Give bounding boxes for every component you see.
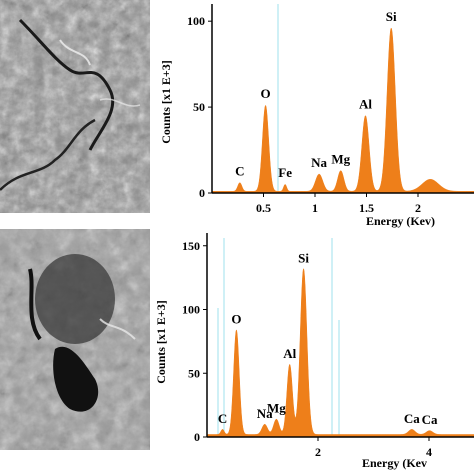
- sem-micrograph-bottom: [0, 229, 150, 450]
- peak-label: Si: [298, 250, 309, 265]
- x-axis-title: Energy (Kev: [362, 456, 427, 470]
- x-tick-label: 1.5: [359, 201, 374, 215]
- x-tick-label: 2: [315, 445, 321, 459]
- y-tick-label: 100: [182, 303, 200, 317]
- peak-label: Ca: [422, 412, 438, 427]
- y-tick-label: 50: [193, 100, 205, 114]
- x-tick-label: 4: [426, 445, 432, 459]
- eds-spectrum-top: 0.5 1 1.5 2 0 50 100 C O Fe Na Mg Al Si Energy (Kev)…: [159, 4, 474, 228]
- peak-label: Si: [386, 9, 397, 24]
- peak-label: Mg: [331, 151, 350, 166]
- peak-label: Al: [359, 96, 372, 111]
- spectrum-area: [206, 268, 474, 438]
- y-tick-label: 150: [182, 239, 200, 253]
- peak-label: Mg: [267, 401, 286, 416]
- peak-label: Na: [257, 406, 273, 421]
- peak-label: C: [235, 163, 244, 178]
- y-tick-label: 0: [194, 430, 200, 444]
- peak-label: Fe: [278, 165, 292, 180]
- peak-label: Na: [311, 155, 327, 170]
- peak-label: C: [218, 411, 227, 426]
- x-tick-label: 2: [415, 201, 421, 215]
- x-tick-label: 0.5: [256, 201, 271, 215]
- y-tick-label: 50: [188, 366, 200, 380]
- peak-label: O: [231, 311, 241, 326]
- sem-micrograph-top: [0, 0, 150, 213]
- y-axis-title: Counts [x1 E+3]: [154, 300, 168, 384]
- y-tick-label: 0: [199, 186, 205, 200]
- peak-label: O: [260, 86, 270, 101]
- x-tick-label: 1: [312, 201, 318, 215]
- x-axis-title: Energy (Kev): [366, 214, 435, 228]
- spectrum-area: [211, 27, 474, 194]
- peak-label: Al: [283, 346, 296, 361]
- y-axis-title: Counts [x1 E+3]: [159, 60, 173, 144]
- peak-label: Ca: [404, 411, 420, 426]
- y-tick-label: 100: [187, 14, 205, 28]
